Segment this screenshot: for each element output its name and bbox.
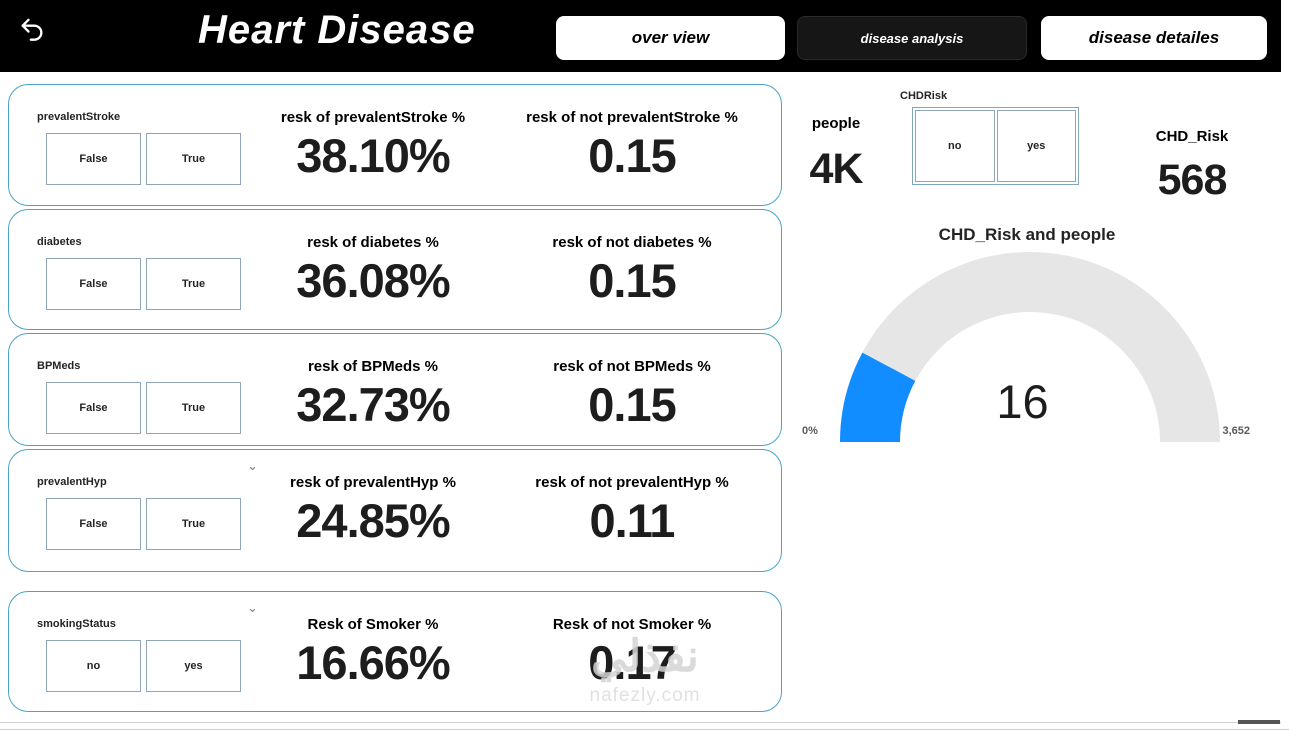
metric-value: 0.17 bbox=[588, 636, 676, 689]
metric-label: resk of prevalentStroke % bbox=[280, 109, 466, 126]
slicer-title: prevalentStroke bbox=[37, 111, 121, 123]
metric-value: 0.15 bbox=[588, 378, 676, 431]
gauge-max-label: 3,652 bbox=[1222, 425, 1250, 437]
slicer-option-true[interactable]: True bbox=[146, 498, 241, 550]
metric-label: Resk of not Smoker % bbox=[552, 616, 712, 633]
gauge-chart bbox=[840, 252, 1220, 443]
slicer-option-false[interactable]: False bbox=[46, 258, 141, 310]
slicer-option-yes[interactable]: yes bbox=[146, 640, 241, 692]
slicer-title: diabetes bbox=[37, 236, 82, 248]
slicer-option-false[interactable]: False bbox=[46, 498, 141, 550]
chdrisk-slicer: no yes bbox=[912, 107, 1079, 185]
slicer-options: False True bbox=[46, 498, 241, 550]
metric-block: resk of not diabetes % 0.15 bbox=[504, 210, 760, 329]
metric-block: Resk of Smoker % 16.66% bbox=[243, 592, 503, 711]
slicer-title: BPMeds bbox=[37, 360, 81, 372]
back-arrow-icon[interactable] bbox=[18, 14, 46, 42]
slicer-option-false[interactable]: False bbox=[46, 133, 141, 185]
metric-label: resk of diabetes % bbox=[307, 234, 439, 251]
slicer-option-true[interactable]: True bbox=[146, 382, 241, 434]
people-kpi-label: people bbox=[811, 115, 861, 132]
metric-value: 38.10% bbox=[296, 129, 450, 182]
slicer-title: smokingStatus bbox=[37, 618, 116, 630]
metric-label: resk of BPMeds % bbox=[307, 358, 439, 375]
metric-label: resk of not diabetes % bbox=[552, 234, 712, 251]
metric-block: resk of prevalentStroke % 38.10% bbox=[243, 85, 503, 205]
tab-overview[interactable]: over view bbox=[556, 16, 785, 60]
slicer-option-false[interactable]: False bbox=[46, 382, 141, 434]
bottom-divider bbox=[0, 722, 1281, 723]
metric-value: 32.73% bbox=[296, 378, 450, 431]
metric-block: resk of diabetes % 36.08% bbox=[243, 210, 503, 329]
metric-value: 0.11 bbox=[589, 494, 676, 547]
chdrisk-kpi-value: 568 bbox=[1157, 156, 1228, 204]
metric-block: resk of not prevalentStroke % 0.15 bbox=[504, 85, 760, 205]
people-kpi-value: 4K bbox=[809, 145, 864, 193]
slicer-option-no[interactable]: no bbox=[46, 640, 141, 692]
metric-block: resk of BPMeds % 32.73% bbox=[243, 334, 503, 445]
tab-disease-analysis[interactable]: disease analysis bbox=[797, 16, 1027, 60]
metric-block: resk of prevalentHyp % 24.85% bbox=[243, 450, 503, 571]
gauge-min-label: 0% bbox=[802, 425, 818, 437]
slicer-option-true[interactable]: True bbox=[146, 133, 241, 185]
metric-value: 16.66% bbox=[296, 636, 450, 689]
chevron-down-icon[interactable]: ⌄ bbox=[247, 600, 258, 615]
gauge-value: 16 bbox=[996, 375, 1049, 428]
metric-label: resk of not prevalentStroke % bbox=[526, 109, 738, 126]
slicer-options: False True bbox=[46, 258, 241, 310]
kpi-card-prevalentstroke: prevalentStroke False True resk of preva… bbox=[8, 84, 782, 206]
chdrisk-slicer-title: CHDRisk bbox=[900, 90, 948, 102]
gauge-title: CHD_Risk and people bbox=[938, 225, 1116, 244]
chdrisk-kpi-label: CHD_Risk bbox=[1155, 128, 1229, 145]
metric-value: 36.08% bbox=[296, 254, 450, 307]
metric-label: resk of not BPMeds % bbox=[553, 358, 711, 375]
kpi-card-diabetes: diabetes False True resk of diabetes % 3… bbox=[8, 209, 782, 330]
metric-block: Resk of not Smoker % 0.17 bbox=[504, 592, 760, 711]
metric-value: 0.15 bbox=[588, 254, 676, 307]
metric-block: resk of not BPMeds % 0.15 bbox=[504, 334, 760, 445]
page-title: Heart Disease bbox=[198, 8, 476, 52]
slicer-title: prevalentHyp bbox=[37, 476, 107, 488]
gauge-fill-arc bbox=[840, 252, 1220, 443]
slicer-options: no yes bbox=[46, 640, 241, 692]
metric-value: 24.85% bbox=[296, 494, 450, 547]
tab-disease-detailes[interactable]: disease detailes bbox=[1041, 16, 1267, 60]
chevron-down-icon[interactable]: ⌄ bbox=[247, 458, 258, 473]
metric-label: resk of prevalentHyp % bbox=[290, 474, 456, 491]
metric-value: 0.15 bbox=[588, 129, 676, 182]
metric-block: resk of not prevalentHyp % 0.11 bbox=[504, 450, 760, 571]
metric-label: resk of not prevalentHyp % bbox=[535, 474, 729, 491]
slicer-options: False True bbox=[46, 382, 241, 434]
header-bar: Heart Disease over view disease analysis… bbox=[0, 0, 1281, 72]
slicer-options: False True bbox=[46, 133, 241, 185]
metric-label: Resk of Smoker % bbox=[307, 616, 439, 633]
kpi-card-prevalenthyp: prevalentHyp ⌄ False True resk of preval… bbox=[8, 449, 782, 572]
chdrisk-option-yes[interactable]: yes bbox=[996, 110, 1076, 182]
slicer-option-true[interactable]: True bbox=[146, 258, 241, 310]
horizontal-scrollbar-thumb[interactable] bbox=[1238, 720, 1280, 724]
chdrisk-option-no[interactable]: no bbox=[915, 110, 995, 182]
kpi-card-smokingstatus: smokingStatus ⌄ no yes Resk of Smoker % … bbox=[8, 591, 782, 712]
kpi-card-bpmeds: BPMeds False True resk of BPMeds % 32.73… bbox=[8, 333, 782, 446]
